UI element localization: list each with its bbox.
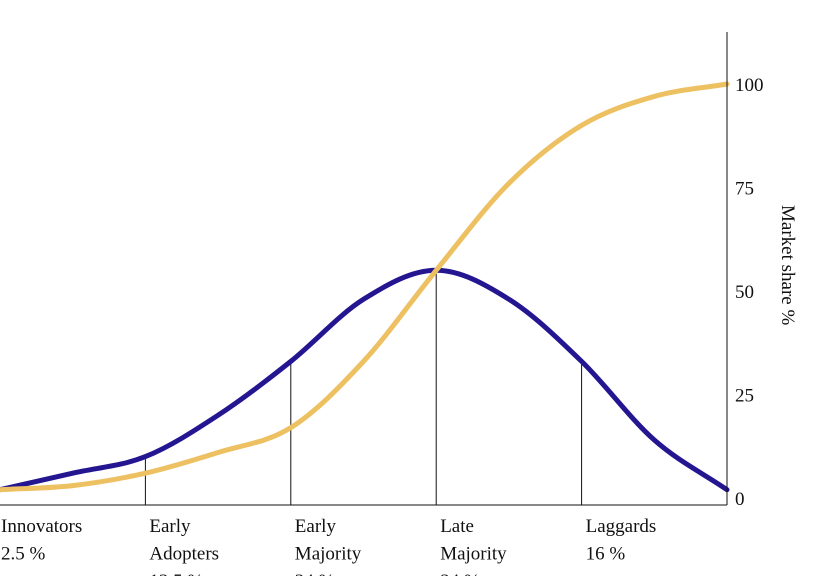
y-tick-label-25: 25 <box>735 386 754 407</box>
segment-dividers <box>144 268 583 505</box>
category-label-line: Late <box>440 516 474 537</box>
category-label-line: 13.5 % <box>149 571 203 576</box>
y-tick-label-50: 50 <box>735 282 754 303</box>
chart-series <box>0 81 730 493</box>
category-label-2: Early Adopters 13.5 % <box>149 516 219 576</box>
category-label-line: 2.5 % <box>1 544 46 565</box>
category-label-4: Late Majority 34 % <box>440 516 507 576</box>
category-label-line: Majority <box>440 544 507 565</box>
category-label-line: Majority <box>295 544 362 565</box>
category-label-line: 16 % <box>586 544 626 565</box>
adoption-density-line <box>0 267 730 493</box>
category-label-line: 34 % <box>440 571 480 576</box>
category-label-line: 34 % <box>295 571 335 576</box>
y-tick-label-100: 100 <box>735 75 764 96</box>
category-label-line: Laggards <box>586 516 657 537</box>
y-axis-title: Market share % <box>777 205 798 325</box>
y-tick-label-75: 75 <box>735 179 754 200</box>
cumulative-market-share-line <box>0 81 730 493</box>
y-axis-ticks: 0 25 50 75 100 <box>735 75 764 510</box>
category-label-5: Laggards 16 % <box>586 516 657 565</box>
category-labels: Innovators 2.5 % Early Adopters 13.5 % Early M… <box>1 516 656 576</box>
category-label-1: Innovators 2.5 % <box>1 516 82 565</box>
category-label-line: Early <box>295 516 337 537</box>
category-label-line: Innovators <box>1 516 82 537</box>
chart-axes <box>0 32 728 506</box>
category-label-line: Adopters <box>149 544 219 565</box>
category-label-line: Early <box>149 516 191 537</box>
y-tick-label-0: 0 <box>735 489 745 510</box>
category-label-3: Early Majority 34 % <box>295 516 362 576</box>
